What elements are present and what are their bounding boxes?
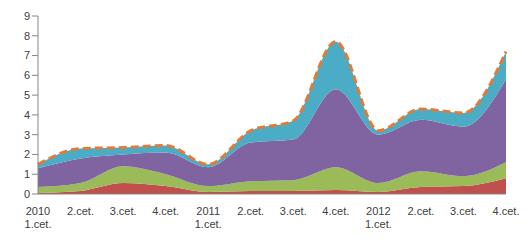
svg-text:3.cet.: 3.cet.: [280, 205, 307, 217]
svg-text:2.cet.: 2.cet.: [407, 205, 434, 217]
svg-text:3.cet.: 3.cet.: [110, 205, 137, 217]
svg-text:2.cet.: 2.cet.: [67, 205, 94, 217]
svg-text:5: 5: [24, 89, 30, 101]
svg-text:3: 3: [24, 129, 30, 141]
svg-text:2: 2: [24, 148, 30, 160]
svg-text:20101.cet.: 20101.cet.: [25, 205, 52, 230]
svg-text:2.cet.: 2.cet.: [237, 205, 264, 217]
svg-text:20121.cet.: 20121.cet.: [365, 205, 392, 230]
svg-text:4: 4: [24, 109, 30, 121]
svg-text:9: 9: [24, 10, 30, 22]
svg-text:4.cet.: 4.cet.: [493, 205, 520, 217]
svg-text:3.cet.: 3.cet.: [450, 205, 477, 217]
svg-text:4.cet.: 4.cet.: [322, 205, 349, 217]
svg-text:8: 8: [24, 30, 30, 42]
svg-text:6: 6: [24, 69, 30, 81]
svg-text:7: 7: [24, 49, 30, 61]
svg-text:0: 0: [24, 188, 30, 200]
svg-text:20111.cet.: 20111.cet.: [195, 205, 222, 230]
svg-text:4.cet.: 4.cet.: [152, 205, 179, 217]
svg-text:1: 1: [24, 168, 30, 180]
